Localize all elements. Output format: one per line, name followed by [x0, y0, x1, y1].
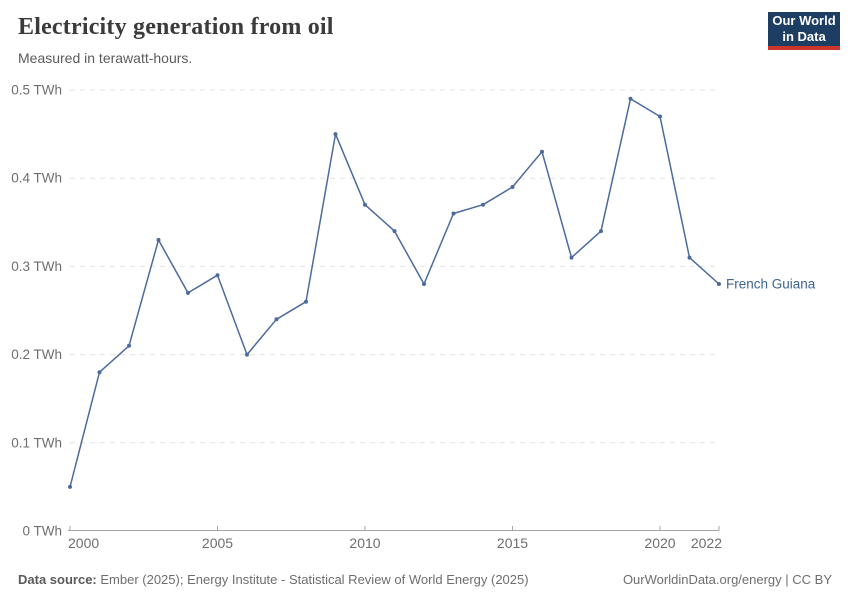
y-axis-label: 0.3 TWh [11, 259, 62, 274]
data-source-label: Data source: [18, 572, 97, 587]
chart-footer: Data source: Ember (2025); Energy Instit… [18, 572, 832, 587]
data-point[interactable] [392, 229, 397, 234]
x-axis-label: 2015 [497, 535, 528, 551]
owid-logo-line2: in Data [782, 29, 826, 44]
data-point[interactable] [68, 484, 72, 489]
data-point[interactable] [304, 299, 308, 304]
data-point[interactable] [186, 290, 190, 295]
footer-link[interactable]: OurWorldinData.org/energy | CC BY [622, 572, 832, 587]
data-point[interactable] [363, 202, 367, 207]
data-point[interactable] [687, 255, 692, 260]
data-point[interactable] [599, 229, 603, 234]
data-point[interactable] [422, 282, 426, 286]
x-axis-label: 2005 [202, 535, 233, 551]
data-point[interactable] [215, 273, 220, 278]
data-point[interactable] [658, 114, 662, 119]
data-point[interactable] [333, 132, 338, 137]
data-point[interactable] [274, 317, 279, 322]
data-point[interactable] [127, 343, 131, 348]
data-point[interactable] [245, 352, 249, 357]
owid-logo-line1: Our World [772, 13, 836, 28]
data-point[interactable] [156, 237, 161, 242]
x-axis-label: 2020 [644, 535, 675, 551]
y-axis-label: 0.4 TWh [11, 171, 62, 186]
data-point[interactable] [628, 96, 633, 101]
data-point[interactable] [717, 282, 721, 286]
data-point[interactable] [451, 211, 456, 216]
y-axis-label: 0.5 TWh [11, 83, 62, 98]
data-point[interactable] [481, 202, 485, 207]
data-source: Data source: Ember (2025); Energy Instit… [18, 572, 529, 587]
owid-logo[interactable]: Our World in Data [768, 12, 840, 50]
data-source-text: Ember (2025); Energy Institute - Statist… [96, 572, 529, 587]
data-point[interactable] [97, 370, 102, 375]
chart-subtitle: Measured in terawatt-hours. [18, 50, 193, 66]
y-axis-label: 0 TWh [22, 524, 62, 539]
series-label[interactable]: French Guiana [726, 277, 816, 292]
chart-title: Electricity generation from oil [18, 14, 334, 40]
data-point[interactable] [540, 149, 544, 154]
y-axis-label: 0.1 TWh [11, 435, 62, 450]
data-point[interactable] [569, 255, 574, 260]
x-axis-label: 2010 [349, 535, 380, 551]
y-axis-label: 0.2 TWh [11, 347, 62, 362]
x-axis-label: 2022 [691, 535, 722, 551]
x-axis-label: 2000 [68, 535, 99, 551]
data-point[interactable] [510, 185, 515, 189]
data-line [69, 98, 720, 488]
